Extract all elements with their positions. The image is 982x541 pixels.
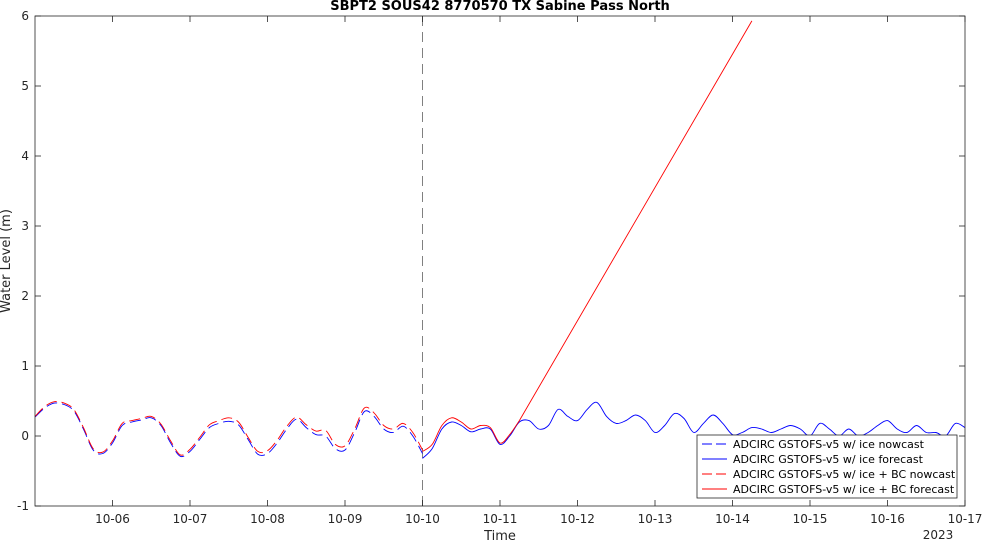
x-tick-label: 10-06 — [95, 512, 130, 526]
legend-box — [696, 434, 958, 499]
y-tick-label: 4 — [21, 149, 29, 163]
x-tick-label: 10-10 — [405, 512, 440, 526]
legend-label: ADCIRC GSTOFS-v5 w/ ice forecast — [733, 453, 924, 466]
x-tick-label: 10-07 — [173, 512, 208, 526]
series-line-2 — [422, 401, 965, 459]
x-tick-label: 10-16 — [870, 512, 905, 526]
plot-lines — [35, 16, 965, 506]
plot-area — [35, 16, 965, 506]
legend-label: ADCIRC GSTOFS-v5 w/ ice + BC forecast — [733, 483, 955, 496]
y-axis-label: Water Level (m) — [0, 209, 14, 313]
x-tick-label: 10-08 — [250, 512, 285, 526]
series-line-3 — [35, 401, 423, 456]
x-axis-label: Time — [483, 529, 516, 541]
x-tick-label: 10-14 — [715, 512, 750, 526]
y-tick-label: 5 — [21, 79, 29, 93]
y-tick-label: 6 — [21, 9, 29, 23]
legend-label: ADCIRC GSTOFS-v5 w/ ice nowcast — [733, 438, 925, 451]
x-tick-label: 10-11 — [483, 512, 518, 526]
y-tick-label: 0 — [21, 429, 29, 443]
y-tick-label: 3 — [21, 219, 29, 233]
legend-label: ADCIRC GSTOFS-v5 w/ ice + BC nowcast — [733, 468, 956, 481]
x-tick-label: 10-09 — [328, 512, 363, 526]
series-line-4 — [422, 20, 753, 452]
x-tick-label: 10-17 — [948, 512, 982, 526]
y-tick-label: 2 — [21, 289, 29, 303]
y-tick-label: -1 — [17, 499, 29, 513]
year-label: 2023 — [923, 528, 954, 541]
axes: -1 0 1 2 3 4 5 6 10-06 10-07 10-08 10-09 10-10 10-11 1… — [17, 9, 982, 526]
x-tick-label: 10-12 — [560, 512, 595, 526]
chart-title: SBPT2 SOUS42 8770570 TX Sabine Pass Nort… — [330, 0, 670, 14]
legend: ADCIRC GSTOFS-v5 w/ ice nowcast ADCIRC GS… — [696, 434, 958, 499]
series-line-1 — [35, 402, 423, 458]
y-tick-label: 1 — [21, 359, 29, 373]
x-tick-label: 10-15 — [793, 512, 828, 526]
x-tick-label: 10-13 — [638, 512, 673, 526]
